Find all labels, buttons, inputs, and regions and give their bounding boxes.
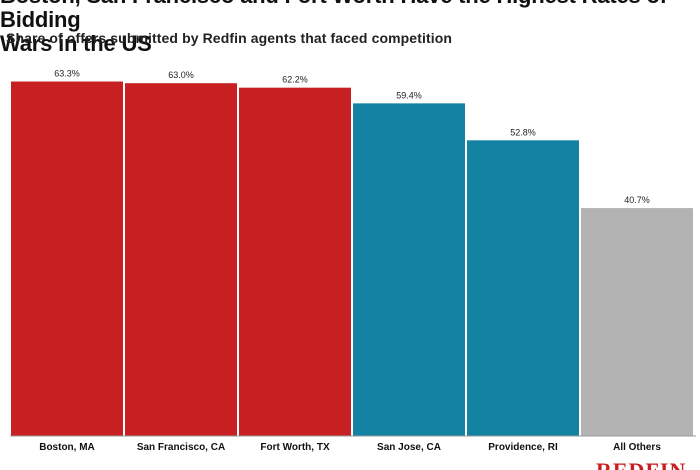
redfin-logo: REDFIN bbox=[596, 458, 686, 470]
bar-4 bbox=[467, 140, 579, 436]
bar-2 bbox=[239, 87, 351, 437]
bar-5 bbox=[581, 208, 693, 436]
bars-group bbox=[11, 81, 693, 437]
category-label-0: Boston, MA bbox=[39, 442, 95, 453]
value-label-1: 63.0% bbox=[168, 70, 194, 80]
category-label-1: San Francisco, CA bbox=[137, 442, 225, 453]
bar-1 bbox=[125, 83, 237, 436]
value-label-4: 52.8% bbox=[510, 127, 536, 137]
category-label-3: San Jose, CA bbox=[377, 442, 441, 453]
value-label-5: 40.7% bbox=[624, 195, 650, 205]
bar-3 bbox=[353, 103, 465, 437]
category-label-2: Fort Worth, TX bbox=[260, 442, 330, 453]
value-label-2: 62.2% bbox=[282, 75, 308, 85]
chart-subtitle: Share of offers submitted by Redfin agen… bbox=[6, 30, 452, 46]
labels-group: 63.3% Boston, MA 63.0% San Francisco, CA 62.… bbox=[39, 69, 661, 453]
value-label-0: 63.3% bbox=[54, 69, 80, 79]
chart-title: Boston, San Francisco and Fort Worth Hav… bbox=[0, 0, 667, 56]
value-label-3: 59.4% bbox=[396, 90, 422, 100]
category-label-4: Providence, RI bbox=[488, 442, 558, 453]
bar-0 bbox=[11, 81, 123, 437]
category-label-5: All Others bbox=[613, 442, 661, 453]
